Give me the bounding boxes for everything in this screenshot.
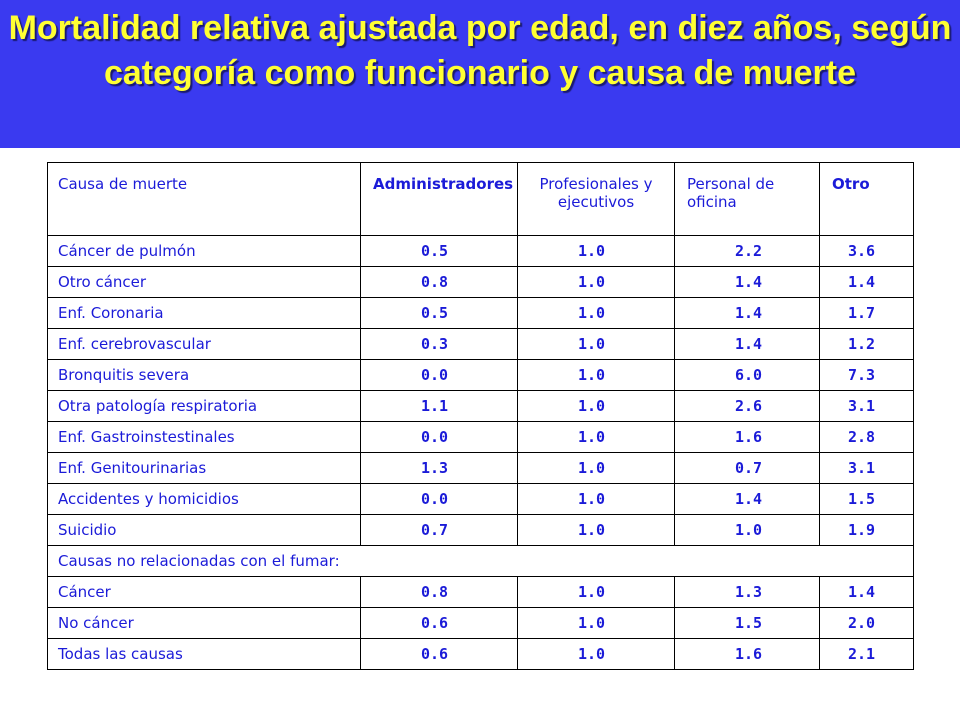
value-cell: 1.4	[819, 266, 914, 298]
value-cell: 1.0	[517, 297, 675, 329]
value-cell: 0.0	[360, 421, 518, 453]
value-cell: 1.0	[517, 421, 675, 453]
value-cell: 0.5	[360, 235, 518, 267]
value-cell: 3.1	[819, 452, 914, 484]
value-cell: 1.6	[674, 638, 820, 670]
value-cell: 0.0	[360, 359, 518, 391]
column-header-personal-oficina: Personal de oficina	[674, 162, 820, 236]
value-cell: 1.2	[819, 328, 914, 360]
column-header-profesionales: Profesionales y ejecutivos	[517, 162, 675, 236]
mortality-table: Causa de muerte Administradores Profesio…	[47, 162, 914, 670]
cause-cell: Enf. Gastroinstestinales	[47, 421, 361, 453]
value-cell: 1.3	[674, 576, 820, 608]
table-row: Suicidio 0.7 1.0 1.0 1.9	[47, 514, 914, 546]
cause-cell: Enf. Genitourinarias	[47, 452, 361, 484]
value-cell: 1.1	[360, 390, 518, 422]
value-cell: 1.6	[674, 421, 820, 453]
value-cell: 0.6	[360, 607, 518, 639]
value-cell: 2.2	[674, 235, 820, 267]
cause-cell: Otra patología respiratoria	[47, 390, 361, 422]
table-section: Causas no relacionadas con el fumar:	[47, 545, 914, 577]
value-cell: 2.0	[819, 607, 914, 639]
column-header-administradores: Administradores	[360, 162, 518, 236]
table-row: No cáncer 0.6 1.0 1.5 2.0	[47, 607, 914, 639]
table-row: Enf. Gastroinstestinales 0.0 1.0 1.6 2.8	[47, 421, 914, 453]
value-cell: 1.3	[360, 452, 518, 484]
value-cell: 1.0	[674, 514, 820, 546]
table-body-non-smoking: Cáncer 0.8 1.0 1.3 1.4 No cáncer 0.6 1.0 1.5 2.0 T…	[47, 576, 914, 670]
cause-cell: Cáncer	[47, 576, 361, 608]
value-cell: 6.0	[674, 359, 820, 391]
cause-cell: Accidentes y homicidios	[47, 483, 361, 515]
value-cell: 1.0	[517, 576, 675, 608]
column-header-cause: Causa de muerte	[47, 162, 361, 236]
table-row: Bronquitis severa 0.0 1.0 6.0 7.3	[47, 359, 914, 391]
cause-cell: No cáncer	[47, 607, 361, 639]
value-cell: 3.6	[819, 235, 914, 267]
cause-cell: Suicidio	[47, 514, 361, 546]
table-row: Enf. Coronaria 0.5 1.0 1.4 1.7	[47, 297, 914, 329]
value-cell: 2.1	[819, 638, 914, 670]
value-cell: 1.4	[674, 297, 820, 329]
cause-cell: Bronquitis severa	[47, 359, 361, 391]
value-cell: 1.4	[674, 266, 820, 298]
value-cell: 0.3	[360, 328, 518, 360]
value-cell: 1.7	[819, 297, 914, 329]
table-row: Enf. cerebrovascular 0.3 1.0 1.4 1.2	[47, 328, 914, 360]
value-cell: 1.0	[517, 328, 675, 360]
table-row: Cáncer de pulmón 0.5 1.0 2.2 3.6	[47, 235, 914, 267]
table-row: Otro cáncer 0.8 1.0 1.4 1.4	[47, 266, 914, 298]
value-cell: 1.4	[819, 576, 914, 608]
section-row: Causas no relacionadas con el fumar:	[47, 545, 914, 577]
title-banner: Mortalidad relativa ajustada por edad, e…	[0, 0, 960, 148]
value-cell: 2.8	[819, 421, 914, 453]
cause-cell: Otro cáncer	[47, 266, 361, 298]
value-cell: 1.0	[517, 390, 675, 422]
cause-cell: Enf. cerebrovascular	[47, 328, 361, 360]
value-cell: 3.1	[819, 390, 914, 422]
value-cell: 1.0	[517, 359, 675, 391]
section-label: Causas no relacionadas con el fumar:	[47, 545, 914, 577]
value-cell: 0.6	[360, 638, 518, 670]
value-cell: 1.0	[517, 483, 675, 515]
table-row: Todas las causas 0.6 1.0 1.6 2.1	[47, 638, 914, 670]
table-row: Cáncer 0.8 1.0 1.3 1.4	[47, 576, 914, 608]
value-cell: 1.0	[517, 514, 675, 546]
value-cell: 0.8	[360, 576, 518, 608]
value-cell: 0.7	[674, 452, 820, 484]
value-cell: 1.0	[517, 266, 675, 298]
value-cell: 1.5	[819, 483, 914, 515]
value-cell: 2.6	[674, 390, 820, 422]
value-cell: 0.5	[360, 297, 518, 329]
table-row: Otra patología respiratoria 1.1 1.0 2.6 3.1	[47, 390, 914, 422]
table-header-row: Causa de muerte Administradores Profesio…	[47, 162, 914, 236]
value-cell: 1.0	[517, 638, 675, 670]
value-cell: 1.5	[674, 607, 820, 639]
value-cell: 7.3	[819, 359, 914, 391]
cause-cell: Todas las causas	[47, 638, 361, 670]
value-cell: 1.4	[674, 328, 820, 360]
page-title: Mortalidad relativa ajustada por edad, e…	[8, 9, 952, 92]
value-cell: 1.4	[674, 483, 820, 515]
table-row: Enf. Genitourinarias 1.3 1.0 0.7 3.1	[47, 452, 914, 484]
value-cell: 1.0	[517, 235, 675, 267]
value-cell: 0.8	[360, 266, 518, 298]
table-body-smoking-related: Cáncer de pulmón 0.5 1.0 2.2 3.6 Otro cáncer 0…	[47, 235, 914, 546]
value-cell: 0.0	[360, 483, 518, 515]
value-cell: 1.9	[819, 514, 914, 546]
value-cell: 1.0	[517, 452, 675, 484]
cause-cell: Cáncer de pulmón	[47, 235, 361, 267]
value-cell: 0.7	[360, 514, 518, 546]
cause-cell: Enf. Coronaria	[47, 297, 361, 329]
column-header-otro: Otro	[819, 162, 914, 236]
value-cell: 1.0	[517, 607, 675, 639]
table-row: Accidentes y homicidios 0.0 1.0 1.4 1.5	[47, 483, 914, 515]
